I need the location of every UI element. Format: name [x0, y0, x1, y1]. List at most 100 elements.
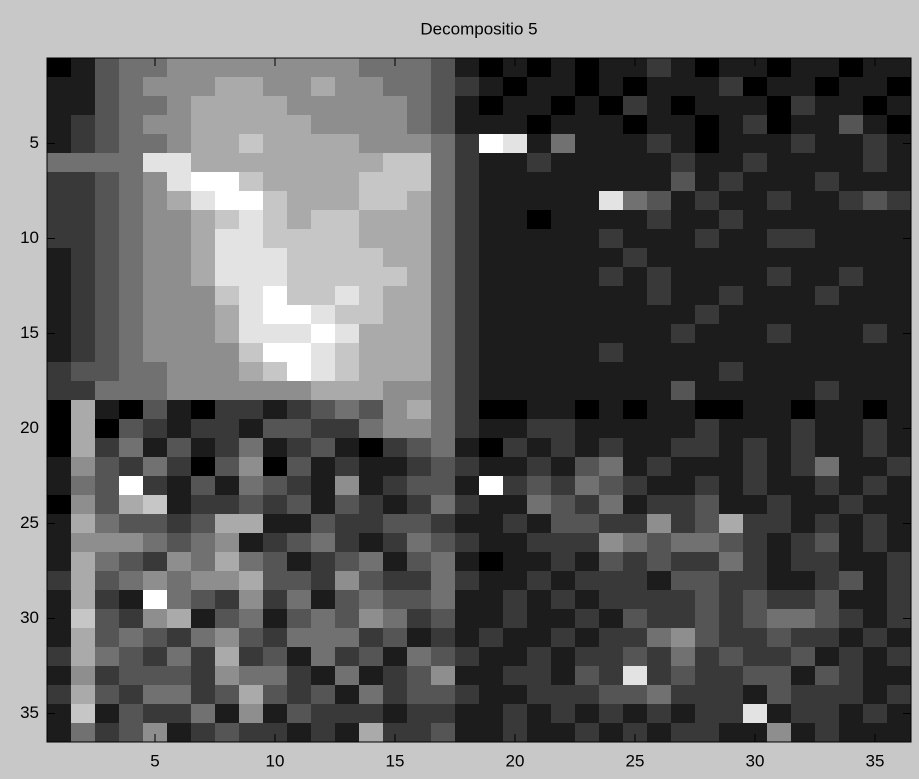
heatmap-cell [119, 191, 144, 211]
heatmap-cell [887, 590, 912, 610]
heatmap-cell [167, 685, 192, 705]
heatmap-cell [359, 210, 384, 230]
heatmap-cell [695, 514, 720, 534]
heatmap-cell [359, 723, 384, 743]
heatmap-cell [719, 666, 744, 686]
heatmap-cell [599, 324, 624, 344]
heatmap-cell [623, 476, 648, 496]
heatmap-cell [623, 609, 648, 629]
heatmap-cell [143, 704, 168, 724]
heatmap-cell [119, 457, 144, 477]
heatmap-cell [263, 552, 288, 572]
heatmap-cell [383, 571, 408, 591]
heatmap-cell [647, 381, 672, 401]
heatmap-cell [431, 533, 456, 553]
heatmap-cell [599, 172, 624, 192]
heatmap-cell [623, 381, 648, 401]
heatmap-cell [95, 666, 120, 686]
heatmap-cell [383, 495, 408, 515]
heatmap-cell [839, 324, 864, 344]
heatmap-cell [839, 134, 864, 154]
heatmap-cell [119, 172, 144, 192]
heatmap-cell [47, 58, 72, 78]
heatmap-cell [215, 647, 240, 667]
heatmap-cell [575, 457, 600, 477]
heatmap-cell [143, 115, 168, 135]
heatmap-cell [527, 495, 552, 515]
heatmap-cell [239, 77, 264, 97]
heatmap-cell [239, 115, 264, 135]
heatmap-cell [215, 172, 240, 192]
heatmap-cell [431, 115, 456, 135]
heatmap-cell [671, 495, 696, 515]
heatmap-cell [47, 267, 72, 287]
heatmap-cell [743, 210, 768, 230]
x-tick-label: 20 [506, 751, 525, 770]
heatmap-cell [719, 514, 744, 534]
heatmap-cell [695, 685, 720, 705]
heatmap-cell [839, 400, 864, 420]
heatmap-cell [599, 229, 624, 249]
heatmap-cell [887, 533, 912, 553]
heatmap-cell [431, 58, 456, 78]
heatmap-cell [215, 324, 240, 344]
heatmap-cell [743, 229, 768, 249]
heatmap-cell [383, 400, 408, 420]
heatmap-cell [671, 438, 696, 458]
heatmap-cell [623, 438, 648, 458]
heatmap-cell [887, 571, 912, 591]
heatmap-cell [239, 96, 264, 116]
heatmap-cell [263, 172, 288, 192]
heatmap-cell [671, 457, 696, 477]
heatmap-cell [863, 191, 888, 211]
heatmap-cell [191, 381, 216, 401]
heatmap-cell [263, 476, 288, 496]
heatmap-cell [695, 362, 720, 382]
heatmap-cell [647, 172, 672, 192]
heatmap-cell [887, 419, 912, 439]
y-tick-label: 35 [20, 703, 39, 722]
heatmap-cell [47, 438, 72, 458]
heatmap-cell [791, 381, 816, 401]
heatmap-cell [455, 609, 480, 629]
heatmap-cell [695, 571, 720, 591]
heatmap-cell [119, 419, 144, 439]
heatmap-cell [239, 229, 264, 249]
heatmap-cell [383, 305, 408, 325]
heatmap-cell [863, 58, 888, 78]
heatmap-cell [791, 77, 816, 97]
heatmap-cell [287, 723, 312, 743]
heatmap-cell [719, 571, 744, 591]
heatmap-cell [95, 229, 120, 249]
heatmap-cell [191, 229, 216, 249]
heatmap-cell [671, 305, 696, 325]
heatmap-cell [383, 191, 408, 211]
heatmap-cell [815, 343, 840, 363]
heatmap-cell [383, 609, 408, 629]
heatmap-cell [71, 685, 96, 705]
heatmap-cell [815, 210, 840, 230]
heatmap-cell [215, 267, 240, 287]
heatmap-cell [143, 134, 168, 154]
heatmap-cell [263, 571, 288, 591]
heatmap-cell [599, 96, 624, 116]
heatmap-cell [815, 476, 840, 496]
heatmap-cell [503, 324, 528, 344]
heatmap-cell [191, 343, 216, 363]
heatmap-cell [383, 666, 408, 686]
heatmap-cell [119, 704, 144, 724]
heatmap-cell [311, 191, 336, 211]
heatmap-cell [815, 552, 840, 572]
heatmap-cell [119, 533, 144, 553]
heatmap-cell [503, 723, 528, 743]
heatmap-cell [551, 267, 576, 287]
heatmap-cell [335, 381, 360, 401]
heatmap-cell [839, 153, 864, 173]
heatmap-cell [791, 533, 816, 553]
heatmap-cell [599, 305, 624, 325]
heatmap-cell [527, 457, 552, 477]
heatmap-cell [167, 704, 192, 724]
heatmap-cell [119, 115, 144, 135]
heatmap-cell [695, 400, 720, 420]
heatmap-cell [215, 533, 240, 553]
